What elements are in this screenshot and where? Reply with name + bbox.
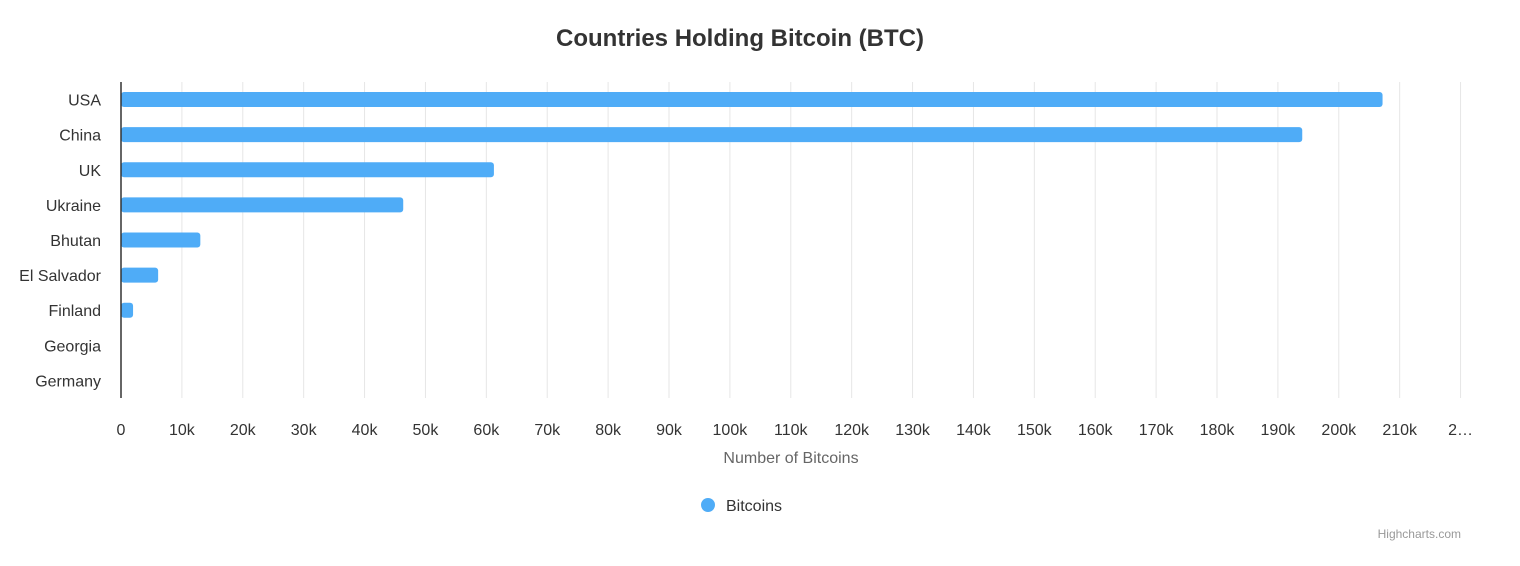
x-tick-label: 160k [1078,422,1114,439]
x-tick-label: 100k [713,422,749,439]
x-tick-label: 40k [352,422,379,439]
legend-marker-icon[interactable] [701,498,715,512]
category-label: USA [68,93,101,110]
x-tick-label: 130k [895,422,931,439]
bar[interactable] [121,92,1383,108]
category-label: Bhutan [50,233,101,250]
x-tick-label: 60k [473,422,500,439]
x-tick-label: 110k [774,422,809,439]
x-tick-label: 50k [413,422,440,439]
x-tick-label: 10k [169,422,196,439]
x-tick-label: 30k [291,422,318,439]
x-tick-label: 150k [1017,422,1053,439]
category-label: Georgia [44,338,101,355]
x-tick-label: 70k [534,422,561,439]
bar[interactable] [121,197,404,213]
x-tick-label: 140k [956,422,992,439]
bar[interactable] [121,232,201,248]
bars [121,92,1383,318]
x-tick-label: 200k [1321,422,1357,439]
x-tick-label: 90k [656,422,683,439]
legend-label[interactable]: Bitcoins [726,498,782,515]
category-label: China [59,128,101,145]
x-tick-label: 120k [834,422,870,439]
legend-item-bitcoins[interactable]: Bitcoins [701,498,782,515]
x-tick-label: 170k [1139,422,1175,439]
x-tick-label: 210k [1382,422,1418,439]
category-label: UK [79,163,102,180]
category-label: El Salvador [19,268,101,285]
x-tick-label: 190k [1261,422,1297,439]
x-tick-label: 20k [230,422,257,439]
bar[interactable] [121,127,1303,143]
x-axis-tick-labels: 0 10k 20k 30k 40k 50k 60k 70k 80k 90k 100k 110k 120k… [117,422,1473,439]
bar[interactable] [121,162,494,178]
category-label: Ukraine [46,198,101,215]
bar[interactable] [121,267,159,283]
x-axis-title: Number of Bitcoins [723,450,858,467]
x-tick-label: 2… [1448,422,1473,439]
credits-link[interactable]: Highcharts.com [1378,527,1461,541]
x-tick-label: 0 [117,422,126,439]
category-labels: USA China UK Ukraine Bhutan El Salvador Finlan… [19,93,101,391]
category-label: Germany [35,373,101,390]
x-tick-label: 180k [1200,422,1236,439]
category-label: Finland [49,303,101,320]
bar[interactable] [121,302,134,318]
chart-title: Countries Holding Bitcoin (BTC) [556,25,924,52]
x-tick-label: 80k [595,422,622,439]
